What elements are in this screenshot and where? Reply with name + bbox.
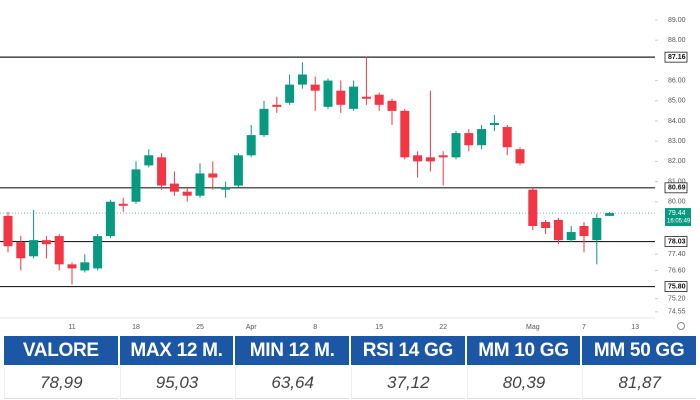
level-label: 80.69	[668, 185, 686, 192]
x-tick-label: 7	[582, 324, 586, 331]
candle-body	[54, 236, 64, 265]
candle-body	[221, 187, 231, 190]
candle-body	[131, 169, 141, 202]
chart: 89.00 88.00 86.00 85.00 84.00 83.00 82.00 81.00…	[0, 17, 691, 331]
table-header: MIN 12 M.	[235, 336, 349, 365]
level-label-box	[664, 51, 688, 63]
candle-body	[310, 84, 320, 91]
candle-body	[438, 155, 448, 158]
candle-body	[144, 155, 154, 166]
y-tick-label: 83.00	[668, 138, 686, 145]
candle-body	[566, 232, 576, 241]
y-tick-label: 81.00	[668, 178, 686, 185]
candle-body	[195, 173, 205, 196]
candle-body	[515, 149, 525, 164]
candle-body	[605, 213, 615, 216]
level-label-box	[664, 281, 688, 292]
candle-body	[336, 90, 346, 105]
candle-body	[16, 242, 26, 259]
candle-body	[118, 203, 128, 206]
y-tick-label: 89.00	[668, 17, 686, 24]
y-tick-label: 84.00	[668, 118, 686, 125]
y-tick-label: 80.00	[668, 199, 686, 206]
table-header: MM 50 GG	[582, 336, 696, 365]
table-value: 63,64	[235, 367, 349, 399]
y-tick-label: 86.00	[668, 77, 686, 84]
table-header: RSI 14 GG	[350, 336, 465, 365]
y-tick-label: 74.55	[668, 309, 686, 316]
level-label: 75.80	[668, 283, 686, 290]
candle-body	[169, 183, 179, 192]
candle-body	[208, 173, 218, 178]
x-tick-label: Apr	[246, 324, 258, 331]
last-price-time: 16:05:49	[667, 219, 691, 225]
candle-body	[285, 84, 295, 103]
candle-body	[361, 96, 371, 99]
candle-body	[387, 100, 397, 111]
settings-icon[interactable]	[677, 322, 685, 330]
level-label: 87.16	[668, 54, 686, 61]
candle-body	[541, 221, 551, 229]
candle-body	[592, 217, 602, 241]
candle-body	[41, 240, 51, 245]
x-tick-label: 11	[68, 324, 75, 331]
candle-body	[3, 215, 13, 247]
table-value: 81,87	[582, 367, 696, 399]
x-tick-label: 25	[196, 324, 204, 331]
candle-body	[67, 264, 77, 269]
candle-body	[349, 86, 359, 109]
candle-body	[579, 225, 589, 237]
level-label-box	[664, 236, 688, 247]
x-tick-label: 18	[132, 324, 140, 331]
last-price-label: 79.44	[668, 210, 686, 217]
candle-body	[464, 133, 474, 146]
stats-table: VALORE MAX 12 M. MIN 12 M. RSI 14 GG MM 10 G…	[4, 336, 696, 399]
y-tick-label: 88.00	[668, 37, 686, 44]
last-price-box	[665, 208, 691, 227]
candle-body	[502, 127, 512, 148]
y-tick-label: 76.60	[668, 267, 686, 274]
candle-body	[553, 219, 563, 241]
level-label-box	[664, 182, 688, 194]
table-value: 37,12	[350, 367, 465, 399]
candle-body	[323, 80, 333, 107]
candle-body	[477, 129, 487, 146]
candle-body	[297, 74, 307, 85]
y-tick-label: 85.00	[668, 98, 686, 105]
candle-body	[29, 240, 39, 257]
candle-body	[80, 262, 90, 271]
table-value: 95,03	[119, 367, 234, 399]
table-header: MAX 12 M.	[119, 336, 234, 365]
x-tick-label: 22	[439, 324, 447, 331]
y-tick-label: 75.20	[668, 296, 686, 303]
x-tick-label: Mag	[526, 324, 540, 331]
candle-body	[489, 122, 499, 126]
candle-body	[400, 110, 410, 158]
candle-body	[413, 155, 423, 162]
candle-body	[246, 135, 256, 156]
candle-body	[272, 104, 282, 107]
candle-body	[233, 155, 243, 186]
table-value: 78,99	[4, 367, 118, 399]
y-tick-label: 77.40	[668, 251, 686, 258]
candle-body	[105, 201, 115, 237]
candle-body	[528, 189, 538, 226]
table-header: VALORE	[4, 336, 118, 365]
table-header: MM 10 GG	[466, 336, 581, 365]
candle-body	[93, 236, 103, 269]
x-tick-label: 13	[631, 324, 639, 331]
level-label: 78.03	[668, 238, 686, 245]
candle-body	[182, 191, 192, 196]
candle-body	[259, 108, 269, 136]
candle-body	[451, 133, 461, 158]
y-tick-label: 82.00	[668, 158, 686, 165]
candle-body	[157, 157, 167, 186]
x-tick-label: 15	[375, 324, 383, 331]
x-tick-label: 8	[313, 324, 317, 331]
candle-body	[425, 157, 435, 162]
table-value: 80,39	[466, 367, 581, 399]
candle-body	[374, 94, 384, 105]
